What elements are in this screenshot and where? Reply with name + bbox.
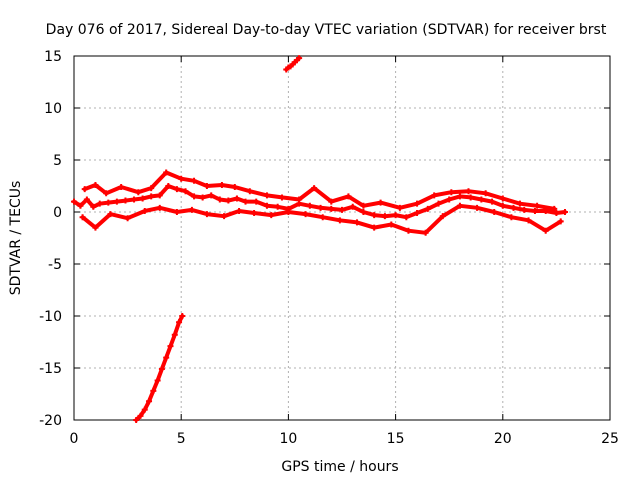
series-segment-early [133, 313, 186, 423]
chart-title: Day 076 of 2017, Sidereal Day-to-day VTE… [46, 22, 607, 38]
y-tick-label: -5 [48, 257, 62, 273]
x-tick-label: 20 [494, 431, 512, 447]
y-tick-label: 0 [53, 205, 62, 221]
series-segment-late [283, 55, 303, 73]
series-trace [80, 203, 563, 235]
x-tick-label: 0 [70, 431, 79, 447]
series-trace [284, 56, 302, 72]
series-main-band [71, 183, 568, 221]
x-tick-label: 10 [279, 431, 297, 447]
series-spread-upper [81, 169, 558, 212]
x-axis-label: GPS time / hours [281, 459, 398, 475]
y-tick-label: -15 [39, 361, 62, 377]
data-points [71, 55, 568, 423]
axis-ticks: 0 5 10 15 20 25 -20 -15 -10 -5 0 5 10 15 [39, 49, 619, 447]
series-trace [134, 314, 185, 422]
y-tick-label: -10 [39, 309, 62, 325]
series-trace [82, 170, 557, 211]
series-trace [72, 184, 567, 220]
y-tick-label: 5 [53, 153, 62, 169]
grid [74, 56, 610, 420]
y-tick-label: 10 [44, 101, 62, 117]
x-tick-label: 15 [387, 431, 405, 447]
x-tick-label: 5 [177, 431, 186, 447]
plot-frame [73, 55, 611, 421]
y-axis-label: SDTVAR / TECUs [8, 181, 24, 296]
series-spread-lower [79, 202, 564, 236]
x-tick-label: 25 [601, 431, 619, 447]
y-tick-label: 15 [44, 49, 62, 65]
y-tick-label: -20 [39, 413, 62, 429]
